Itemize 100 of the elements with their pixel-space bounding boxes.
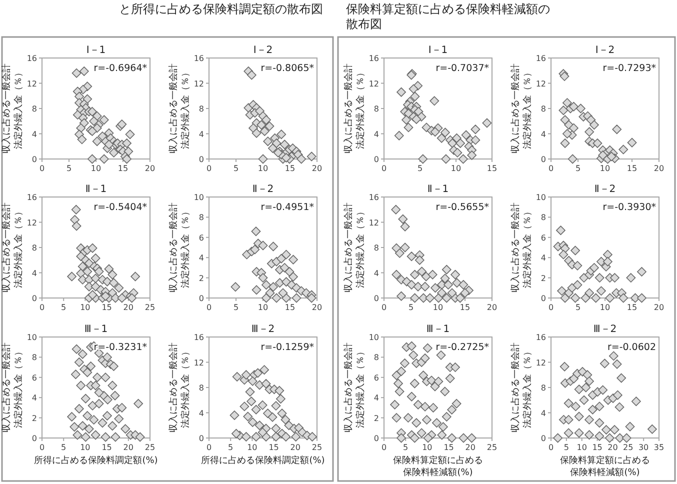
y-tick-label: 8 <box>374 104 379 114</box>
y-axis-title: 収入に占める一般会計法定外繰入金（％） <box>168 342 191 432</box>
x-tick-label: 5 <box>417 164 423 173</box>
x-tick-label: 15 <box>284 303 296 312</box>
text: と所得に占める保険料調定額の散布図 <box>119 2 323 16</box>
y-tick-label: 0 <box>198 294 204 303</box>
y-tick-label: 0 <box>374 434 379 443</box>
y-tick-label: 12 <box>536 79 546 88</box>
y-tick-label: 12 <box>194 358 204 368</box>
y-tick-label: 0 <box>540 155 546 164</box>
x-tick-label: 5 <box>61 303 66 312</box>
y-tick-label: 2 <box>198 274 204 283</box>
x-tick-label: 15 <box>118 164 128 173</box>
y-axis-title: 収入に占める一般会計法定外繰入金（％） <box>343 202 366 292</box>
x-tick-label: 25 <box>312 443 322 452</box>
x-tick-label: 20 <box>654 303 664 312</box>
x-tick-label: 0 <box>206 443 212 452</box>
x-tick-label: 10 <box>80 303 90 312</box>
x-tick-label: 10 <box>80 443 90 452</box>
x-tick-label: 0 <box>206 164 212 173</box>
y-axis-title: 収入に占める一般会計法定外繰入金（％） <box>510 64 533 154</box>
x-tick-label: 10 <box>450 164 462 173</box>
x-tick-label: 0 <box>206 303 212 312</box>
y-tick-label: 8 <box>540 384 546 392</box>
chart-title: Ⅰ－2 <box>253 45 273 56</box>
x-tick-label: 5 <box>564 443 569 452</box>
x-axis-title: 保険料算定額に占める保険料軽減額(%) <box>393 455 483 478</box>
x-tick-label: 5 <box>408 303 414 312</box>
y-tick-label: 12 <box>368 218 379 228</box>
y-axis-title: 収入に占める一般会計法定外繰入金（％） <box>1 342 24 432</box>
annotation: r=-0.0602 <box>607 342 656 353</box>
y-tick-label: 16 <box>368 54 379 63</box>
y-tick-label: 4 <box>32 394 37 403</box>
x-tick-label: 10 <box>247 443 258 452</box>
x-tick-label: 5 <box>575 164 581 173</box>
annotation: r=-0.5404* <box>94 202 148 213</box>
y-tick-label: 16 <box>194 54 204 63</box>
annotation: r=-0.8065* <box>260 63 314 74</box>
x-tick-label: 0 <box>548 164 554 173</box>
x-tick-label: 25 <box>144 443 156 452</box>
y-tick-label: 16 <box>368 193 379 202</box>
y-tick-label: 12 <box>26 79 37 88</box>
x-tick-label: 15 <box>102 443 112 452</box>
y-tick-label: 0 <box>198 155 204 164</box>
y-axis-title: 収入に占める一般会計法定外繰入金（％） <box>343 64 366 154</box>
chart-title: Ⅲ－2 <box>251 324 275 335</box>
x-tick-label: 5 <box>233 303 239 312</box>
chart-title: Ⅲ－2 <box>593 324 617 335</box>
annotation: r=-0.2725* <box>436 342 490 353</box>
y-tick-label: 4 <box>32 268 37 278</box>
x-tick-label: 15 <box>626 164 638 173</box>
x-tick-label: 0 <box>39 303 45 312</box>
chart-title: Ⅰ－2 <box>595 45 615 56</box>
chart-title: Ⅱ－1 <box>427 184 449 195</box>
y-axis-title: 収入に占める一般会計法定外繰入金（％） <box>510 202 533 292</box>
y-tick-label: 4 <box>540 408 546 418</box>
annotation: r=-0.7037* <box>436 63 490 74</box>
x-tick-label: 20 <box>486 303 498 312</box>
y-tick-label: 0 <box>32 434 37 443</box>
x-tick-label: 15 <box>486 164 498 173</box>
x-tick-label: 10 <box>90 164 102 173</box>
annotation: r=-0.4951* <box>260 202 314 213</box>
x-axis-title: 所得に占める保険料調定額(%) <box>34 455 158 466</box>
annotation: r=-0.6964* <box>94 63 148 74</box>
x-tick-label: 15 <box>102 303 112 312</box>
x-tick-label: 10 <box>600 303 610 312</box>
annotation: r=-0.1259* <box>260 342 314 353</box>
y-tick-label: 4 <box>198 130 204 139</box>
y-tick-label: 16 <box>26 54 37 63</box>
x-tick-label: 20 <box>312 303 322 312</box>
chart-title: Ⅰ－1 <box>428 45 448 56</box>
y-tick-label: 10 <box>368 333 379 342</box>
chart-title: Ⅱ－1 <box>85 184 107 195</box>
x-tick-label: 20 <box>465 443 476 452</box>
y-axis-title: 収入に占める一般会計法定外繰入金（％） <box>168 64 191 154</box>
y-tick-label: 8 <box>32 104 37 114</box>
y-tick-label: 12 <box>536 358 546 368</box>
y-tick-label: 0 <box>374 294 379 303</box>
x-tick-label: 5 <box>228 443 234 452</box>
y-tick-label: 8 <box>540 213 546 222</box>
y-tick-label: 16 <box>536 54 546 63</box>
x-tick-label: 15 <box>460 303 470 312</box>
y-axis-title: 収入に占める一般会計法定外繰入金（％） <box>343 342 366 432</box>
x-tick-label: 5 <box>575 303 581 312</box>
x-tick-label: 5 <box>61 443 66 452</box>
x-tick-label: 15 <box>626 303 638 312</box>
y-tick-label: 8 <box>32 244 37 252</box>
x-axis-title: 保険料算定額に占める保険料軽減額(%) <box>560 455 650 478</box>
y-tick-label: 6 <box>198 233 204 242</box>
y-tick-label: 0 <box>32 294 37 303</box>
x-tick-label: 10 <box>576 443 587 452</box>
chart-title: Ⅱ－2 <box>594 184 616 195</box>
y-tick-label: 6 <box>32 373 37 382</box>
y-tick-label: 12 <box>368 79 379 88</box>
text: 保険料算定額に占める保険料軽減額の <box>346 2 550 16</box>
y-tick-label: 4 <box>198 408 204 418</box>
x-tick-label: 10 <box>258 164 268 173</box>
x-tick-label: 20 <box>290 443 300 452</box>
x-tick-label: 10 <box>600 164 610 173</box>
y-tick-label: 2 <box>32 414 37 423</box>
